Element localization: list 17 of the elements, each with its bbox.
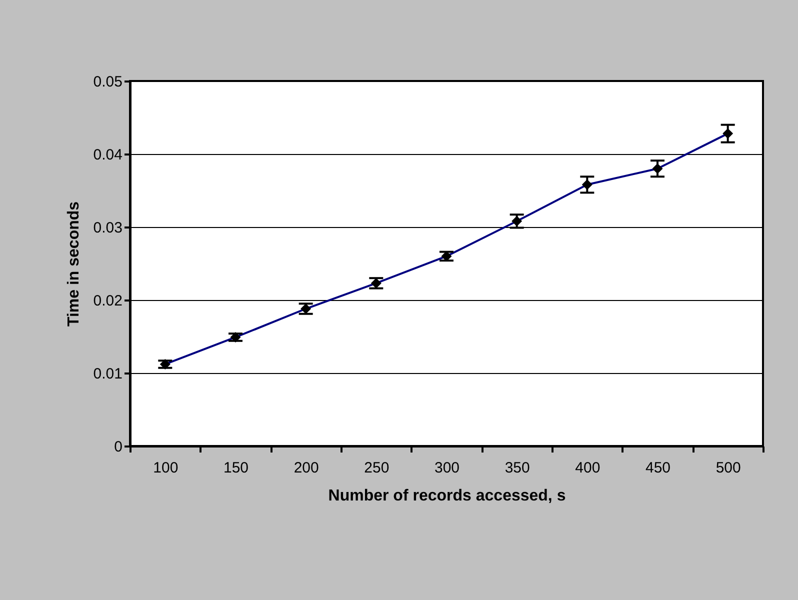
y-tick-label: 0.03 bbox=[93, 220, 122, 236]
y-tick-label: 0.02 bbox=[93, 292, 122, 310]
x-tick-label: 350 bbox=[504, 460, 530, 476]
x-tick-label: 250 bbox=[364, 460, 390, 476]
x-tick-label: 450 bbox=[645, 460, 671, 476]
x-tick-label: 300 bbox=[434, 460, 460, 476]
x-tick-label: 150 bbox=[223, 460, 249, 476]
y-tick-label: 0.05 bbox=[93, 74, 122, 90]
x-tick-label: 500 bbox=[716, 460, 741, 476]
y-axis-title: Time in seconds bbox=[65, 201, 82, 327]
y-tick-label: 0.04 bbox=[93, 146, 122, 164]
x-tick-label: 400 bbox=[575, 460, 600, 476]
y-tick-label: 0.01 bbox=[93, 366, 122, 382]
x-tick-label: 200 bbox=[294, 460, 319, 476]
x-tick-label: 100 bbox=[153, 460, 178, 476]
x-axis-title: Number of records accessed, s bbox=[328, 488, 566, 504]
y-tick-label: 0 bbox=[114, 438, 122, 456]
